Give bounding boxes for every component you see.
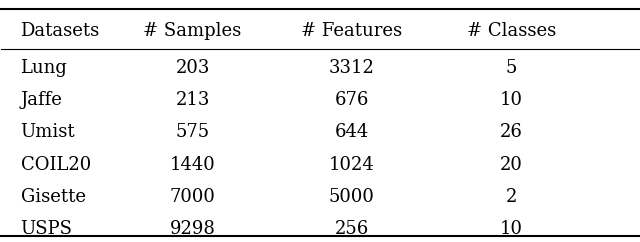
Text: # Classes: # Classes bbox=[467, 22, 556, 40]
Text: 10: 10 bbox=[500, 91, 523, 109]
Text: Lung: Lung bbox=[20, 59, 67, 77]
Text: # Samples: # Samples bbox=[143, 22, 242, 40]
Text: COIL20: COIL20 bbox=[20, 156, 91, 174]
Text: Gisette: Gisette bbox=[20, 188, 86, 206]
Text: Datasets: Datasets bbox=[20, 22, 100, 40]
Text: 203: 203 bbox=[175, 59, 210, 77]
Text: 256: 256 bbox=[335, 220, 369, 238]
Text: 575: 575 bbox=[175, 123, 210, 142]
Text: 213: 213 bbox=[175, 91, 210, 109]
Text: 2: 2 bbox=[506, 188, 517, 206]
Text: 20: 20 bbox=[500, 156, 523, 174]
Text: 5000: 5000 bbox=[329, 188, 375, 206]
Text: # Features: # Features bbox=[301, 22, 403, 40]
Text: 1024: 1024 bbox=[329, 156, 375, 174]
Text: 1440: 1440 bbox=[170, 156, 216, 174]
Text: 10: 10 bbox=[500, 220, 523, 238]
Text: 644: 644 bbox=[335, 123, 369, 142]
Text: 7000: 7000 bbox=[170, 188, 216, 206]
Text: 3312: 3312 bbox=[329, 59, 375, 77]
Text: 26: 26 bbox=[500, 123, 523, 142]
Text: 676: 676 bbox=[335, 91, 369, 109]
Text: 5: 5 bbox=[506, 59, 517, 77]
Text: USPS: USPS bbox=[20, 220, 72, 238]
Text: Umist: Umist bbox=[20, 123, 75, 142]
Text: 9298: 9298 bbox=[170, 220, 216, 238]
Text: Jaffe: Jaffe bbox=[20, 91, 62, 109]
